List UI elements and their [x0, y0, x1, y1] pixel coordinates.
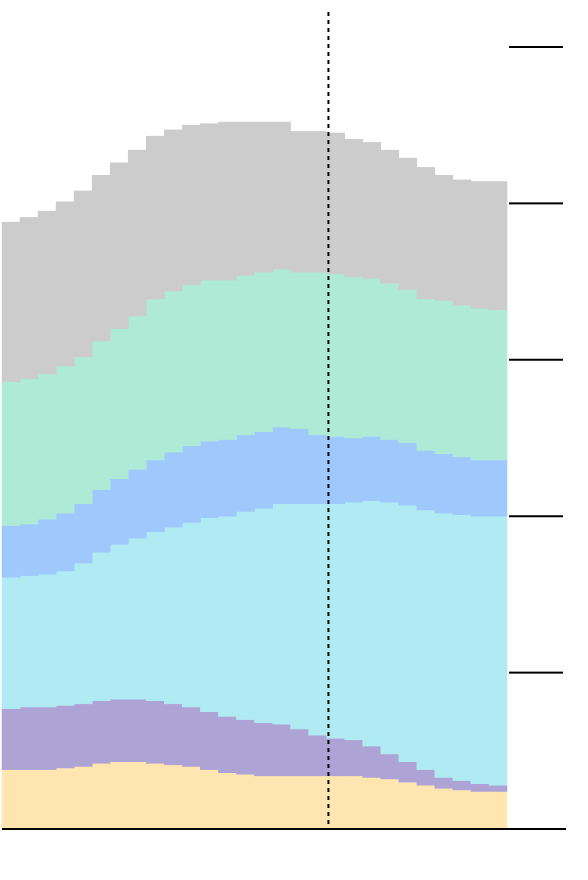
area-series-group	[1, 121, 508, 830]
area-series-6	[1, 121, 508, 382]
y-axis-ticks	[509, 46, 563, 674]
